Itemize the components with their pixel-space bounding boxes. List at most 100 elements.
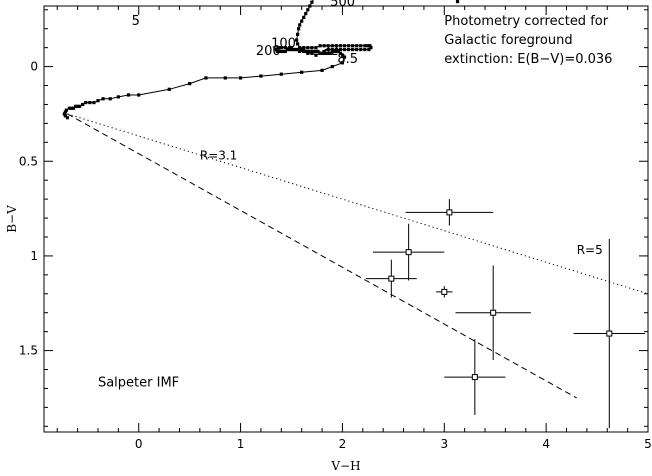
track-marker [306,46,310,50]
track-marker [137,93,141,97]
track-age-label: 5 [132,14,140,29]
track-marker [287,46,292,50]
track-marker [320,51,324,55]
track-marker [81,102,85,107]
x-tick-label: 4 [542,437,550,451]
track-marker [332,49,336,54]
track-marker [367,47,371,52]
track-marker [363,44,367,48]
track-marker [320,68,324,72]
track-marker [293,47,298,52]
track-marker [296,32,300,36]
track-marker [310,46,314,50]
track-marker [330,44,334,48]
track-marker [363,47,367,52]
track-marker [298,47,302,52]
track-marker [277,49,281,54]
track-age-label: 200 [256,44,281,59]
track-marker [324,51,328,55]
track-marker [302,15,306,19]
track-marker [338,44,342,48]
track-marker [355,44,359,48]
track-marker [312,49,316,54]
track-marker [65,116,70,120]
track-marker [334,47,338,52]
reddening-line-label: R=5 [577,243,603,257]
track-marker [306,49,310,54]
track-marker [326,47,330,52]
track-marker [342,47,347,52]
track-marker [340,53,345,57]
observed-points [365,199,645,429]
track-marker [287,47,292,52]
annotation-note: Photometry corrected for [444,14,608,29]
track-marker [204,76,208,80]
y-tick-label: 0 [30,60,38,74]
track-marker [359,44,363,48]
track-marker [310,51,314,55]
track-marker [316,49,320,54]
track-marker [283,49,287,54]
track-marker [276,46,280,50]
track-marker [302,47,306,52]
track-marker [314,49,318,54]
track-marker [73,104,78,108]
track-marker [351,44,355,48]
reddening-lines [67,113,649,399]
track-marker [279,49,283,54]
track-marker [366,44,370,48]
track-marker [84,100,88,105]
track-marker [62,112,66,116]
track-marker [359,47,363,52]
track-marker [259,74,263,78]
track-marker [314,46,318,50]
annotation-imf: Salpeter IMF [98,376,179,391]
track-marker [296,42,300,46]
track-marker [330,64,334,69]
track-marker [342,44,347,48]
track-marker [330,47,334,52]
track-marker [304,49,308,54]
track-marker [306,51,310,55]
data-point [606,330,613,337]
data-point [441,288,448,295]
track-marker [291,47,296,52]
track-age-label: 100 [271,37,296,52]
x-axis-title: V−H [330,459,360,473]
track-marker [296,47,300,52]
reddening-line [67,113,649,295]
model-track [62,0,460,120]
track-marker [76,104,80,108]
track-marker [336,49,340,54]
data-point [490,309,497,316]
track-marker [338,51,342,55]
track-marker [275,49,279,54]
track-marker [63,114,67,118]
track-marker [300,70,304,74]
annotations: R=3.1R=558.5100200325007501000104Photome… [98,0,612,391]
track-marker [322,49,326,54]
track-marker [283,46,287,50]
data-point [446,209,453,216]
data-point [471,374,478,381]
x-tick-label: 3 [440,437,448,451]
track-age-label: 32 [322,44,339,59]
axes: 0 1 2 3 4 5 0 0.5 1 1.5 V−H B−V [5,5,652,473]
track-age-label: 8.5 [337,52,358,67]
track-marker [298,46,302,50]
track-marker [285,47,290,52]
track-marker [322,44,326,48]
data-point [405,249,412,256]
x-tick-label: 1 [237,437,245,451]
track-marker [346,44,351,48]
track-marker [314,53,318,57]
reddening-line-label: R=3.1 [200,148,237,162]
track-marker [326,51,330,55]
annotation-note: Galactic foreground [444,33,572,48]
track-marker [92,100,96,105]
x-tick-label: 5 [644,437,652,451]
data-point [388,275,395,282]
track-marker [298,49,302,54]
track-marker [302,46,306,50]
y-tick-label: 1 [30,249,38,263]
